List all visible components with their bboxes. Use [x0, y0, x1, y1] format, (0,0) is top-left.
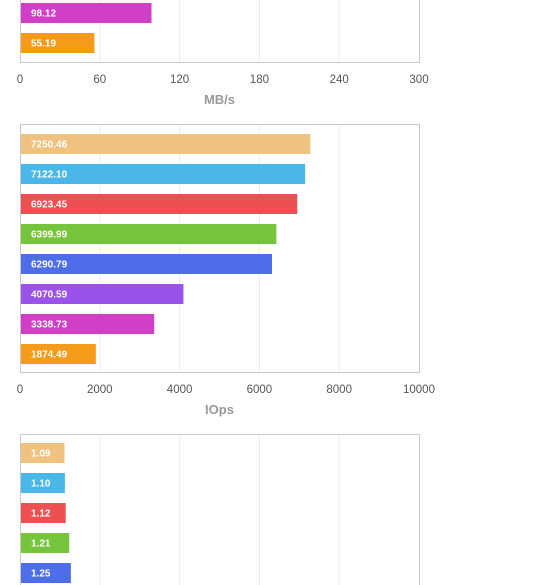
- chart2-tick-label: 2000: [87, 384, 113, 396]
- chart1-x-axis-title: MB/s: [204, 92, 235, 107]
- chart1-bar: [21, 3, 152, 23]
- chart3-bar: [21, 533, 70, 553]
- chart1-tick-label: 300: [409, 74, 428, 86]
- chart1-tick-label: 240: [330, 74, 349, 86]
- chart1-tick-label: 180: [250, 74, 269, 86]
- chart2-bar: [21, 134, 311, 154]
- chart1-tick-label: 120: [170, 74, 189, 86]
- chart2-tick-label: 10000: [403, 384, 435, 396]
- chart1-bar-value-label: 98.12: [31, 9, 56, 20]
- chart2-bar: [21, 314, 155, 334]
- chart2-tick-label: 0: [17, 384, 23, 396]
- chart3-bar: [21, 443, 65, 463]
- chart1-bar: [21, 33, 95, 53]
- chart2-tick-label: 8000: [326, 384, 352, 396]
- chart3-bar-value-label: 1.09: [31, 449, 51, 460]
- chart2-tick-label: 4000: [167, 384, 193, 396]
- chart3-bar: [21, 563, 71, 583]
- chart1-tick-label: 60: [93, 74, 106, 86]
- chart2-bar-value-label: 6923.45: [31, 200, 68, 211]
- chart3-bar: [21, 473, 65, 493]
- chart2-bar-value-label: 4070.59: [31, 290, 68, 301]
- chart2-bar: [21, 194, 298, 214]
- chart2-bar-value-label: 7122.10: [31, 170, 68, 181]
- chart2-x-axis-title: IOps: [205, 402, 234, 417]
- chart1-tick-label: 0: [17, 74, 23, 86]
- chart2-bar: [21, 284, 184, 304]
- chart3-bar-value-label: 1.25: [31, 569, 51, 580]
- chart3-bar-value-label: 1.12: [31, 509, 51, 520]
- chart2-bar-value-label: 7250.46: [31, 140, 68, 151]
- chart2-bar: [21, 254, 273, 274]
- chart1-bar-value-label: 55.19: [31, 39, 56, 50]
- chart2-bar-value-label: 6399.99: [31, 230, 68, 241]
- chart2-bar-value-label: 1874.49: [31, 350, 68, 361]
- chart2-tick-label: 6000: [247, 384, 273, 396]
- chart3-bar-value-label: 1.10: [31, 479, 51, 490]
- chart2-bar: [21, 224, 277, 244]
- chart3-bar-value-label: 1.21: [31, 539, 51, 550]
- chart2-bar-value-label: 3338.73: [31, 320, 68, 331]
- chart2-bar: [21, 164, 306, 184]
- chart2-bar-value-label: 6290.79: [31, 260, 68, 271]
- chart3-bar: [21, 503, 66, 523]
- chart2-bar: [21, 344, 96, 364]
